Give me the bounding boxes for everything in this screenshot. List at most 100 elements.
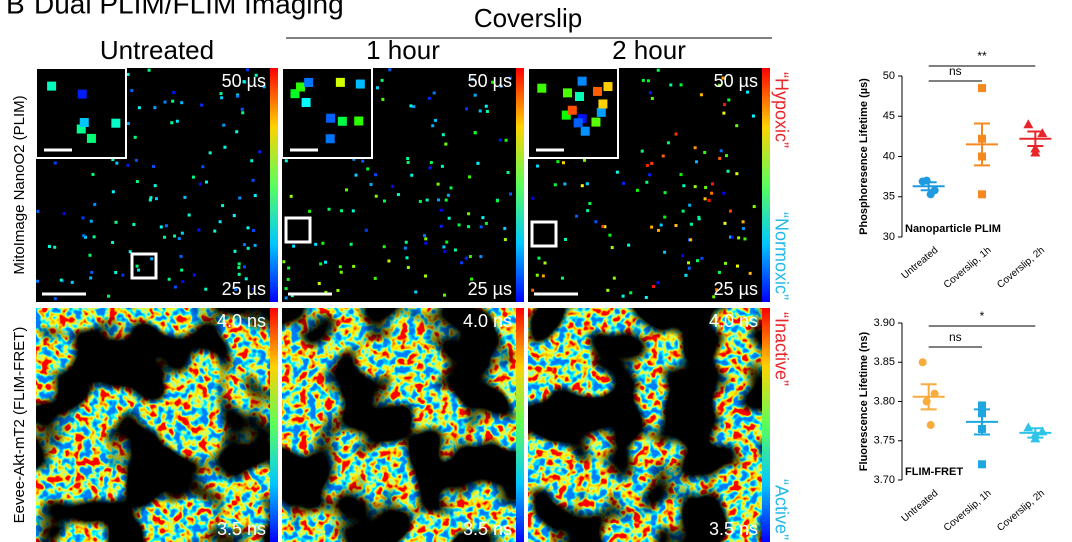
pixel [414, 290, 418, 294]
pixel [689, 238, 693, 242]
pixel [439, 224, 443, 228]
inset-pixel [603, 82, 613, 92]
pixel [666, 141, 670, 145]
pixel [111, 158, 115, 162]
pixel [556, 160, 560, 164]
pixel [650, 161, 654, 165]
pixel [111, 190, 115, 194]
pixel [258, 150, 262, 154]
pixel [481, 216, 485, 220]
pixel [412, 105, 416, 109]
inset-pixel [562, 88, 572, 98]
pixel [364, 228, 368, 232]
inset-pixel [304, 77, 314, 87]
scale-min: 25 µs [222, 279, 266, 299]
inset-pixel [567, 105, 577, 115]
pixel [135, 180, 139, 184]
pixel [563, 182, 567, 186]
pixel [107, 294, 111, 298]
pixel [601, 224, 605, 228]
pixel [324, 260, 328, 264]
figure-title: Dual PLIM/FLIM Imaging [34, 0, 344, 19]
pixel [730, 235, 734, 239]
significance-label: ns [949, 64, 962, 78]
pixel [478, 109, 482, 113]
pixel [237, 262, 241, 266]
pixel [245, 68, 249, 72]
pixel [164, 224, 168, 228]
micrograph-texture [282, 308, 516, 542]
pixel [284, 287, 288, 291]
pixel [446, 193, 450, 197]
pixel [233, 249, 237, 253]
pixel [53, 161, 57, 165]
pixel [172, 91, 176, 95]
pixel [724, 154, 728, 158]
error-bar [974, 408, 990, 436]
pixel [208, 151, 212, 155]
roi-box [530, 220, 558, 248]
pixel [427, 96, 431, 100]
pixel [352, 264, 356, 268]
error-bar [920, 181, 937, 192]
error-bar [974, 122, 990, 167]
pixel [135, 264, 139, 268]
pixel [36, 209, 40, 213]
pixel [645, 180, 649, 184]
significance-label: ** [977, 49, 987, 63]
pixel [707, 198, 711, 202]
inset-pixel [47, 81, 57, 91]
pixel [137, 106, 141, 110]
pixel [727, 98, 731, 102]
y-tick-label: 3.75 [874, 435, 895, 447]
scale-max: 50 µs [222, 71, 266, 91]
pixel [479, 255, 483, 259]
pixel [622, 181, 626, 185]
pixel [468, 255, 472, 259]
pixel [354, 173, 358, 177]
inset-pixel [598, 99, 608, 109]
pixel [132, 222, 136, 226]
pixel [380, 78, 384, 82]
inset-pixel [574, 91, 584, 101]
pixel [289, 194, 293, 198]
scale-min: 25 µs [468, 279, 512, 299]
pixel [429, 161, 433, 165]
pixel [425, 198, 429, 202]
state-high: “Hypoxic” [771, 72, 791, 148]
pixel [424, 241, 428, 245]
pixel [610, 246, 614, 250]
pixel [246, 246, 250, 250]
pixel [444, 142, 448, 146]
pixel [153, 184, 157, 188]
pixel [373, 276, 377, 280]
pixel [744, 76, 748, 80]
pixel [262, 85, 266, 89]
pixel [351, 209, 355, 213]
pixel [687, 261, 691, 265]
pixel [718, 156, 722, 160]
pixel [499, 84, 503, 88]
pixel [180, 268, 184, 272]
pixel [251, 178, 255, 182]
pixel [663, 215, 667, 219]
pixel [652, 284, 656, 288]
pixel [91, 172, 95, 176]
pixel [53, 297, 57, 301]
pixel [404, 240, 408, 244]
pixel [238, 196, 242, 200]
pixel [244, 277, 248, 281]
pixel [126, 163, 130, 167]
pixel [723, 221, 727, 225]
point [978, 190, 986, 199]
point [978, 401, 986, 410]
point [1030, 147, 1041, 157]
pixel [314, 242, 318, 246]
pixel [133, 135, 137, 139]
pixel [504, 138, 508, 142]
pixel [689, 222, 693, 226]
state-low: “Active” [771, 479, 791, 540]
annotation: Nanoparticle PLIM [905, 223, 1001, 235]
scale-min: 25 µs [714, 279, 758, 299]
inset-pixel [290, 89, 300, 99]
